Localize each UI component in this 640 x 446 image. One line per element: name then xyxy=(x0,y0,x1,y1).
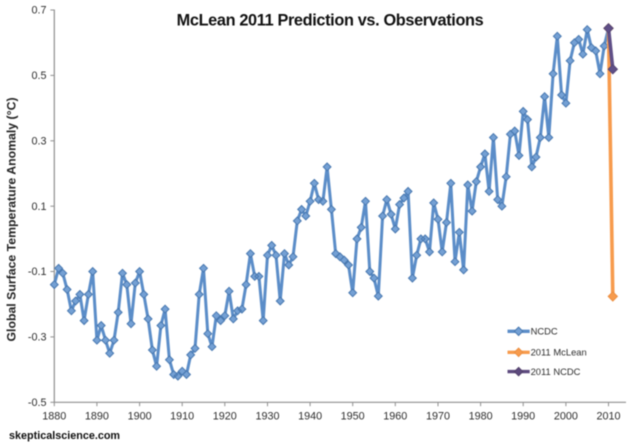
svg-text:1900: 1900 xyxy=(128,411,152,423)
svg-text:0.5: 0.5 xyxy=(31,70,46,82)
svg-text:skepticalscience.com: skepticalscience.com xyxy=(9,430,120,442)
svg-text:1910: 1910 xyxy=(170,411,194,423)
svg-text:0.7: 0.7 xyxy=(31,5,46,17)
svg-text:Global Surface Temperature Ano: Global Surface Temperature Anomaly (°C) xyxy=(5,97,19,341)
svg-text:2011 McLean: 2011 McLean xyxy=(531,347,587,358)
svg-text:1980: 1980 xyxy=(469,411,493,423)
svg-text:-0.1: -0.1 xyxy=(28,266,47,278)
svg-text:2000: 2000 xyxy=(554,411,578,423)
svg-text:1960: 1960 xyxy=(383,411,407,423)
svg-text:0.1: 0.1 xyxy=(31,201,46,213)
svg-text:2011 NCDC: 2011 NCDC xyxy=(531,366,581,377)
svg-text:1970: 1970 xyxy=(426,411,450,423)
svg-text:1940: 1940 xyxy=(298,411,322,423)
svg-text:2010: 2010 xyxy=(596,411,620,423)
svg-text:1880: 1880 xyxy=(42,411,66,423)
svg-text:1990: 1990 xyxy=(511,411,535,423)
svg-text:McLean 2011 Prediction vs. Obs: McLean 2011 Prediction vs. Observations xyxy=(177,11,484,29)
svg-text:0.3: 0.3 xyxy=(31,136,46,148)
svg-text:-0.5: -0.5 xyxy=(28,397,47,409)
svg-text:NCDC: NCDC xyxy=(531,326,558,337)
svg-text:-0.3: -0.3 xyxy=(28,332,47,344)
svg-text:1950: 1950 xyxy=(341,411,365,423)
svg-text:1930: 1930 xyxy=(255,411,279,423)
svg-text:1920: 1920 xyxy=(213,411,237,423)
svg-text:1890: 1890 xyxy=(85,411,109,423)
